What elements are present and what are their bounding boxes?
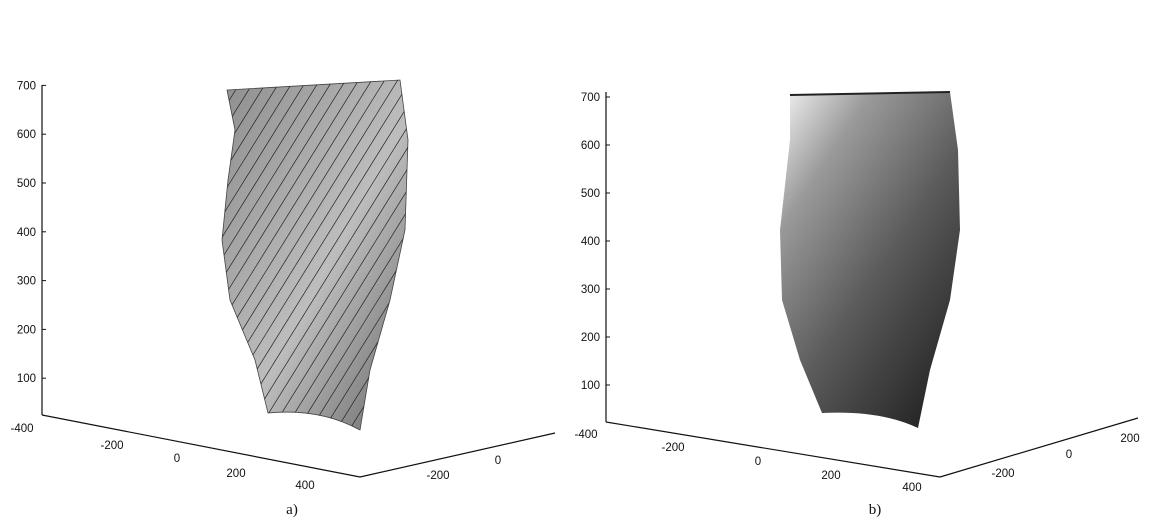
- x-tick-label: 200: [821, 470, 840, 482]
- panel-label-b: b): [869, 502, 882, 518]
- mesh-line: [222, 80, 353, 430]
- x-tick-label: 0: [755, 456, 761, 468]
- z-tick-label: 600: [17, 129, 36, 141]
- mesh-line: [421, 70, 651, 440]
- x-axis: [41, 414, 361, 478]
- x-tick-label: 200: [226, 468, 245, 480]
- surface-b: [780, 92, 960, 428]
- mesh-line: [329, 80, 408, 430]
- mesh-line: [222, 80, 275, 430]
- mesh-line: [222, 80, 249, 430]
- chart-a: 100 200 300 400 500 600 700 -400 -200 0 200 400 -200…: [10, 70, 807, 492]
- y-axis: [359, 432, 556, 478]
- z-tick-label: 100: [17, 373, 36, 385]
- z-tick-label: 300: [17, 276, 36, 288]
- x-tick-label: -400: [574, 429, 597, 441]
- y-axis: [939, 417, 1139, 478]
- mesh-line: [460, 70, 690, 440]
- mesh-line: [222, 80, 379, 430]
- chart-b: 100 200 300 400 500 600 700 -400 -200 0 200 400 -200…: [574, 91, 1140, 494]
- x-tick-label: -400: [10, 423, 33, 435]
- z-tick-label: 100: [581, 380, 600, 392]
- mesh-line: [222, 80, 366, 430]
- z-tick-label: 400: [581, 236, 600, 248]
- x-tick-label: -200: [661, 442, 684, 454]
- mesh-line: [512, 70, 742, 440]
- mesh-line: [222, 80, 405, 430]
- mesh-line: [381, 80, 408, 430]
- mesh-line: [238, 80, 408, 430]
- mesh-line: [264, 80, 408, 430]
- mesh-line: [499, 70, 729, 440]
- z-tick-label: 200: [17, 324, 36, 336]
- mesh-line: [222, 80, 392, 430]
- x-tick-label: 400: [902, 482, 921, 494]
- mesh-line: [447, 70, 677, 440]
- y-tick-label: -200: [991, 468, 1014, 480]
- x-tick-label: 400: [295, 480, 314, 492]
- mesh-line: [434, 70, 664, 440]
- z-tick-label: 700: [581, 92, 600, 104]
- mesh-line: [486, 70, 716, 440]
- z-tick-label: 300: [581, 284, 600, 296]
- mesh-line: [222, 80, 236, 430]
- z-tick-label: 400: [17, 227, 36, 239]
- mesh-line: [222, 80, 301, 430]
- mesh-line: [222, 80, 314, 430]
- y-tick-label: -200: [426, 470, 449, 482]
- z-tick-label: 500: [17, 178, 36, 190]
- panel-label-a: a): [286, 502, 298, 518]
- mesh-line: [407, 80, 408, 430]
- x-axis: [605, 421, 941, 478]
- mesh-line: [316, 80, 408, 430]
- mesh-line: [222, 80, 288, 430]
- z-tick-label: 700: [17, 80, 36, 92]
- mesh-line: [277, 80, 408, 430]
- y-tick-label: 0: [495, 455, 501, 467]
- mesh-line: [222, 80, 340, 430]
- z-tick-label: 200: [581, 332, 600, 344]
- surface-b-rim: [789, 91, 951, 96]
- mesh-line: [538, 70, 768, 440]
- x-tick-label: -200: [100, 440, 123, 452]
- mesh-line: [251, 80, 408, 430]
- mesh-line: [303, 80, 408, 430]
- mesh-line: [525, 70, 755, 440]
- z-tick-label: 500: [581, 188, 600, 200]
- x-tick-label: 0: [174, 453, 180, 465]
- z-tick-label: 600: [581, 140, 600, 152]
- mesh-line: [222, 80, 327, 430]
- mesh-line: [577, 70, 807, 440]
- y-tick-label: 200: [1120, 433, 1139, 445]
- y-tick-label: 0: [1066, 449, 1072, 461]
- mesh-line: [225, 80, 408, 430]
